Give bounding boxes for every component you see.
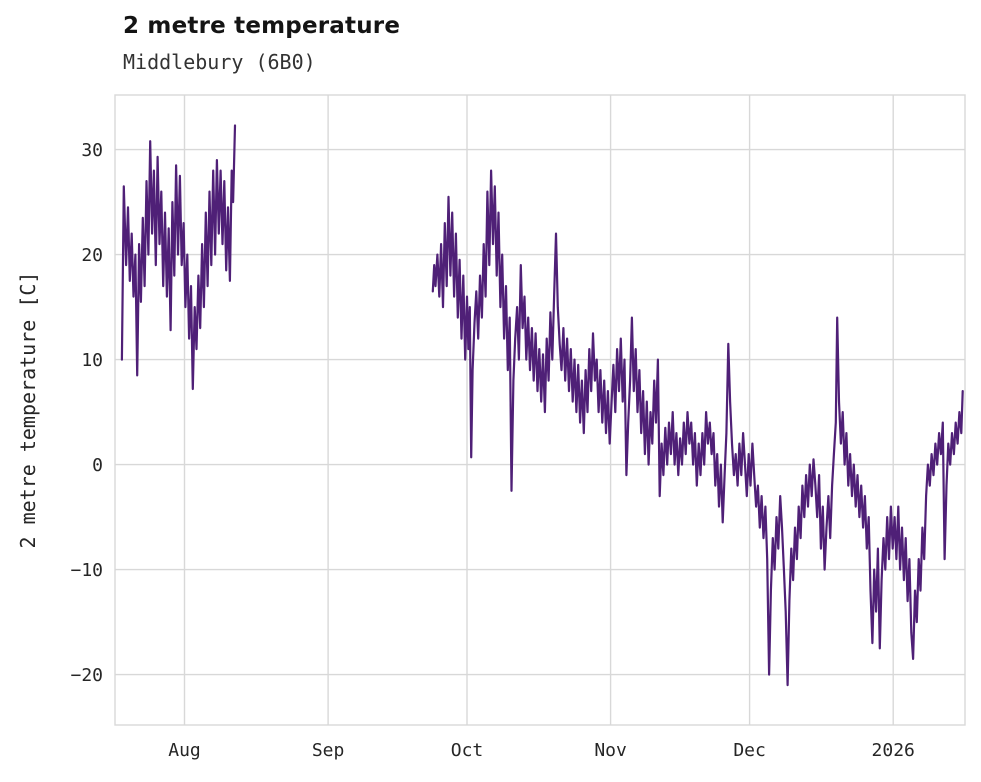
- y-tick-label: 20: [81, 245, 103, 266]
- y-tick-label: −10: [70, 560, 103, 581]
- x-tick-label: Oct: [451, 740, 484, 761]
- chart-subtitle: Middlebury (6B0): [123, 50, 316, 74]
- x-tick-label: Dec: [733, 740, 766, 761]
- chart-title: 2 metre temperature: [123, 13, 401, 39]
- x-tick-label: Nov: [594, 740, 627, 761]
- y-tick-label: −20: [70, 665, 103, 686]
- x-tick-label: 2026: [872, 740, 915, 761]
- y-tick-label: 0: [92, 455, 103, 476]
- x-tick-label: Sep: [312, 740, 345, 761]
- temperature-series: [431, 169, 964, 687]
- y-tick-label: 10: [81, 350, 103, 371]
- x-tick-label: Aug: [168, 740, 201, 761]
- temperature-series: [120, 124, 237, 391]
- y-tick-label: 30: [81, 140, 103, 161]
- plot-border: [114, 94, 966, 726]
